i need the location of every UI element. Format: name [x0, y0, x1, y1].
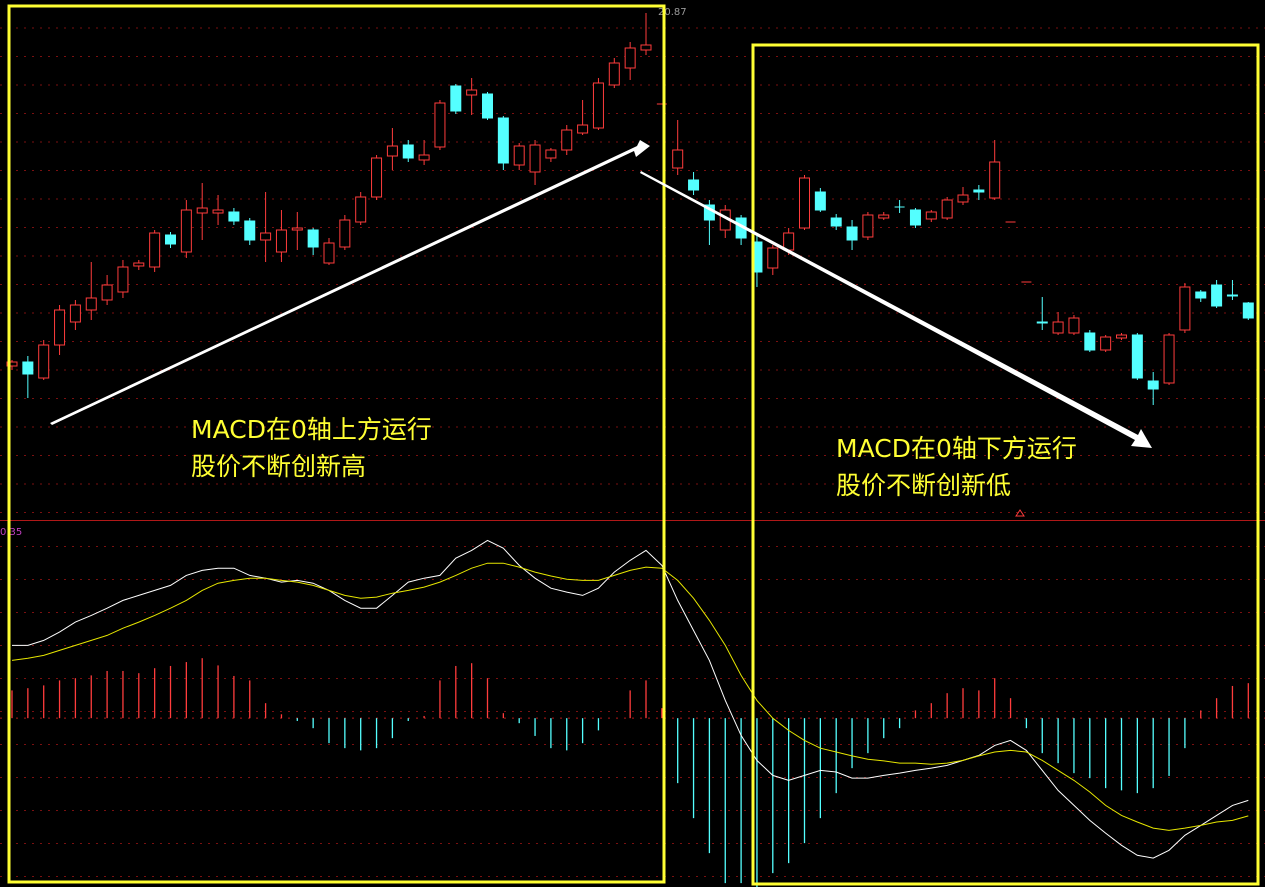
candle-body [608, 62, 620, 86]
candle-body [260, 232, 272, 241]
candle-body [529, 144, 541, 173]
candle-body [228, 211, 240, 222]
candle-body [1211, 284, 1223, 307]
highlight-box [751, 43, 1260, 886]
candle-body [545, 149, 557, 159]
candle-body [85, 297, 97, 311]
candle-body [244, 220, 256, 241]
annotation: 股价不断创新低 [836, 471, 1011, 500]
candle-body [386, 145, 398, 157]
candle-body [497, 117, 509, 164]
macd-grid [0, 522, 1265, 887]
candle-body [38, 344, 50, 379]
candle-body [672, 149, 684, 169]
trend-arrow [50, 140, 650, 425]
candle-body [133, 262, 145, 267]
candle-body [1131, 334, 1143, 379]
candle-body [180, 209, 192, 253]
candle-body [925, 211, 937, 220]
candle-body [323, 242, 335, 264]
candle-body [577, 124, 589, 134]
candle-body [69, 304, 81, 323]
candle-body [165, 234, 176, 245]
candle-body [434, 102, 446, 148]
candle-body [688, 179, 700, 191]
candle-body [355, 196, 367, 223]
candle-body [1226, 294, 1238, 297]
candle-body [941, 199, 953, 219]
y-tick-label: 0.35 [0, 527, 22, 538]
candle-body [1163, 334, 1175, 384]
candle-body [291, 227, 303, 231]
candle-body [973, 189, 985, 193]
macd-line [11, 562, 1249, 831]
candle-body [149, 232, 161, 268]
candle-body [624, 47, 636, 69]
annotation: MACD在0轴下方运行 [836, 434, 1077, 463]
candle-body [371, 157, 383, 198]
candle-body [1179, 286, 1191, 331]
candle-body [450, 85, 462, 112]
candle-body [561, 129, 573, 151]
candle-body [307, 229, 319, 248]
candle-body [592, 82, 604, 129]
candle-body [1036, 321, 1048, 324]
candle-body [1084, 332, 1096, 351]
candle-body [767, 247, 779, 269]
candle-body [482, 93, 493, 119]
candle-body [862, 214, 874, 238]
macd-line [12, 539, 1249, 859]
candle-body [957, 194, 969, 203]
candle-body [466, 89, 478, 96]
candle-body [1147, 380, 1159, 390]
annotation: 股价不断创新高 [191, 452, 366, 481]
trend-arrow [640, 171, 1152, 448]
candle-body [1052, 321, 1064, 334]
candle-body [1195, 291, 1207, 299]
candle-body [1242, 302, 1254, 319]
price-grid [0, 0, 1265, 520]
candle-body [799, 177, 810, 229]
highlight-box [7, 4, 666, 884]
candle-body [6, 361, 18, 367]
candle-body [846, 226, 858, 241]
candle-body [418, 154, 430, 161]
marker [1015, 509, 1025, 517]
annotation: MACD在0轴上方运行 [191, 415, 432, 444]
candle-body [878, 214, 890, 219]
candle-body [909, 209, 921, 226]
candle-body [117, 266, 129, 293]
candle-body [1100, 336, 1112, 351]
candle-body [989, 161, 1001, 199]
candle-body [196, 207, 208, 214]
candle-body [402, 144, 414, 159]
candle-body [101, 284, 113, 301]
candle-body [212, 209, 224, 214]
candle-body [830, 217, 842, 227]
candle-body [1068, 317, 1080, 334]
candle-body [783, 232, 795, 251]
plot-area: 20.87 0.35 [0, 7, 1265, 887]
candle-body [513, 145, 525, 166]
candle-body [339, 219, 351, 248]
candle-body [275, 229, 287, 253]
high-label: 20.87 [658, 7, 687, 18]
candle-body [814, 191, 826, 211]
candle-body [22, 361, 34, 375]
candle-body [640, 44, 652, 51]
candle-body [1116, 334, 1127, 339]
candle-body [54, 309, 66, 346]
